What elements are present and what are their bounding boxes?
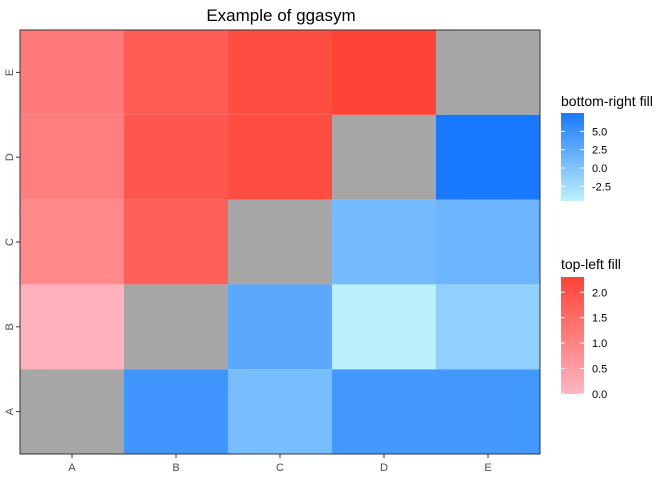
legend-bottom-right-tick-label: 0.0 <box>592 163 607 175</box>
x-axis: A B C D E <box>68 454 492 474</box>
y-tick-label: B <box>4 323 16 330</box>
legend-bottom-right-tick-label: 5.0 <box>592 126 607 138</box>
legend-bottom-right-tick-label: 2.5 <box>592 145 607 157</box>
bottom-right-cell <box>436 369 540 454</box>
top-left-cell <box>124 199 228 285</box>
top-left-cell <box>228 30 332 115</box>
legend-bottom-right-tick-label: -2.5 <box>592 181 611 193</box>
x-tick-label: E <box>484 462 491 474</box>
bottom-right-cell <box>228 284 332 370</box>
y-axis: A B C D E <box>4 69 20 415</box>
top-left-cell <box>20 284 124 370</box>
bottom-right-cell <box>332 199 436 285</box>
legend-top-left: top-left fill 0.0 0.5 1.0 1.5 2.0 <box>561 256 621 401</box>
top-left-cell <box>228 114 332 200</box>
diagonal-cell <box>124 284 228 370</box>
y-tick-label: C <box>4 238 16 246</box>
legend-bottom-right-title: bottom-right fill <box>561 93 653 109</box>
top-left-cell <box>20 30 124 115</box>
top-left-cell <box>124 114 228 200</box>
legend-top-left-ticks: 0.0 0.5 1.0 1.5 2.0 <box>561 287 607 401</box>
legend-top-left-title: top-left fill <box>561 256 621 272</box>
x-tick-label: A <box>68 462 76 474</box>
legend-bottom-right: bottom-right fill -2.5 0.0 2.5 5.0 <box>561 93 653 201</box>
legend-top-left-tick-label: 1.5 <box>592 313 607 325</box>
y-tick-label: A <box>4 407 16 415</box>
legend-top-left-tick-label: 0.5 <box>592 364 607 376</box>
legend-top-left-tick-label: 1.0 <box>592 338 607 350</box>
legend-top-left-tick-label: 0.0 <box>592 389 607 401</box>
bottom-right-cell <box>124 369 228 454</box>
bottom-right-cell <box>436 114 540 200</box>
diagonal-cell <box>228 199 332 285</box>
heatmap-cells <box>20 30 540 454</box>
bottom-right-cell <box>436 284 540 370</box>
legend-top-left-colorbar <box>561 277 584 394</box>
top-left-cell <box>20 199 124 285</box>
top-left-cell <box>20 114 124 200</box>
bottom-right-cell <box>332 284 436 370</box>
x-tick-label: D <box>380 462 388 474</box>
x-tick-label: B <box>172 462 179 474</box>
x-tick-label: C <box>276 462 284 474</box>
bottom-right-cell <box>332 369 436 454</box>
legend-bottom-right-ticks: -2.5 0.0 2.5 5.0 <box>561 126 611 193</box>
bottom-right-cell <box>436 199 540 285</box>
legend-top-left-tick-label: 2.0 <box>592 287 607 299</box>
top-left-cell <box>124 30 228 115</box>
bottom-right-cell <box>228 369 332 454</box>
diagonal-cell <box>436 30 540 115</box>
top-left-cell <box>332 30 436 115</box>
diagonal-cell <box>20 369 124 454</box>
chart-title: Example of ggasym <box>206 6 355 25</box>
y-tick-label: D <box>4 153 16 161</box>
y-tick-label: E <box>4 69 16 76</box>
diagonal-cell <box>332 114 436 200</box>
legend-bottom-right-colorbar <box>561 113 584 201</box>
